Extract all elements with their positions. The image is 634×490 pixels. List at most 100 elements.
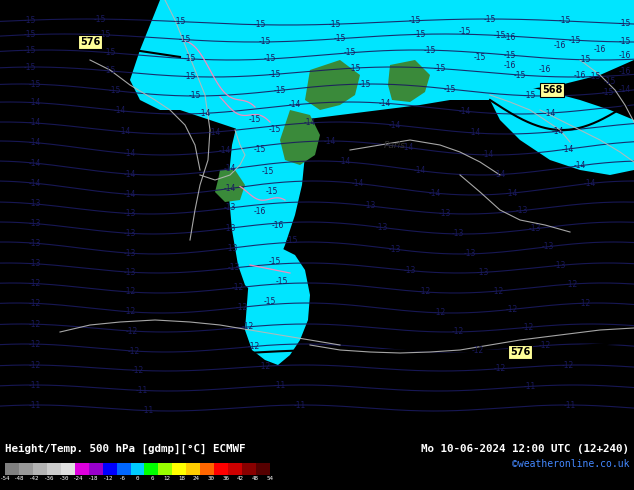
- Text: -12: -12: [232, 283, 244, 292]
- Text: -15: -15: [174, 17, 186, 26]
- Polygon shape: [280, 110, 320, 165]
- Text: -13: -13: [542, 242, 554, 251]
- Text: 576: 576: [80, 37, 100, 47]
- Text: -13: -13: [228, 264, 240, 272]
- Text: -15: -15: [494, 31, 506, 40]
- Text: 6: 6: [150, 476, 154, 481]
- Text: -12: -12: [132, 366, 144, 375]
- Text: -11: -11: [294, 400, 306, 410]
- Text: -14: -14: [224, 184, 236, 193]
- Text: -13: -13: [224, 223, 236, 233]
- Text: -13: -13: [376, 223, 388, 232]
- Text: -15: -15: [434, 64, 446, 73]
- Text: -13: -13: [224, 203, 236, 213]
- Text: -12: -12: [472, 346, 484, 355]
- Text: -15: -15: [269, 70, 281, 79]
- Text: 568: 568: [542, 85, 562, 95]
- Text: -15: -15: [589, 72, 601, 81]
- Text: -14: -14: [124, 190, 136, 199]
- Bar: [47, 463, 61, 475]
- Text: -42: -42: [29, 476, 40, 481]
- Text: -11: -11: [136, 386, 148, 395]
- Bar: [186, 463, 200, 475]
- Text: -13: -13: [516, 206, 528, 215]
- Text: -16: -16: [254, 207, 266, 217]
- Text: -15: -15: [424, 46, 436, 55]
- Text: -14: -14: [574, 161, 586, 170]
- Text: -30: -30: [58, 476, 69, 481]
- Text: -14: -14: [506, 189, 518, 197]
- Text: -15: -15: [579, 55, 591, 64]
- Bar: [5, 463, 19, 475]
- Bar: [256, 463, 270, 475]
- Text: -13: -13: [29, 239, 41, 248]
- Text: -15: -15: [254, 146, 266, 154]
- Bar: [33, 463, 47, 475]
- Text: -12: -12: [434, 308, 446, 318]
- Text: -14: -14: [209, 127, 221, 137]
- Text: -12: -12: [579, 299, 591, 308]
- Text: -13: -13: [477, 268, 489, 277]
- Text: -12: -12: [242, 322, 254, 331]
- Text: -14: -14: [584, 179, 596, 188]
- Text: -15: -15: [459, 27, 471, 36]
- Text: -15: -15: [184, 72, 196, 81]
- Text: -16: -16: [619, 68, 631, 76]
- Text: -13: -13: [124, 248, 136, 258]
- Text: 48: 48: [252, 476, 259, 481]
- Text: -16: -16: [554, 41, 566, 49]
- Text: -15: -15: [559, 17, 571, 25]
- Text: -15: -15: [286, 236, 298, 245]
- Bar: [242, 463, 256, 475]
- Text: -15: -15: [269, 125, 281, 134]
- Bar: [117, 463, 131, 475]
- Text: -12: -12: [29, 299, 41, 308]
- Text: -11: -11: [29, 381, 41, 390]
- Text: -14: -14: [482, 150, 494, 159]
- Text: -24: -24: [74, 476, 84, 481]
- Bar: [172, 463, 186, 475]
- Text: -13: -13: [364, 201, 376, 211]
- Text: -12: -12: [248, 342, 260, 351]
- Text: -12: -12: [124, 288, 136, 296]
- Text: -14: -14: [29, 179, 41, 188]
- Text: -6: -6: [119, 476, 126, 481]
- Text: -15: -15: [264, 297, 276, 307]
- Text: -13: -13: [29, 219, 41, 228]
- Text: -14: -14: [224, 165, 236, 173]
- Text: -15: -15: [619, 19, 631, 28]
- Text: -11: -11: [524, 382, 536, 391]
- Text: -15: -15: [29, 80, 41, 89]
- Text: -15: -15: [334, 34, 346, 43]
- Text: 36: 36: [223, 476, 230, 481]
- Text: -13: -13: [439, 209, 451, 218]
- Text: -15: -15: [104, 67, 116, 75]
- Text: -12: -12: [259, 362, 271, 370]
- Text: -15: -15: [569, 36, 581, 45]
- Text: -12: -12: [128, 346, 140, 356]
- Text: -11: -11: [29, 400, 41, 410]
- Text: -15: -15: [619, 37, 631, 47]
- Text: 54: 54: [266, 476, 273, 481]
- Bar: [145, 463, 158, 475]
- Text: -15: -15: [604, 77, 616, 87]
- Text: -15: -15: [359, 79, 371, 89]
- Text: -18: -18: [88, 476, 98, 481]
- Text: -15: -15: [524, 91, 536, 100]
- Text: -13: -13: [29, 199, 41, 208]
- Polygon shape: [228, 100, 305, 295]
- Text: Mo 10-06-2024 12:00 UTC (12+240): Mo 10-06-2024 12:00 UTC (12+240): [421, 444, 629, 454]
- Text: -14: -14: [339, 157, 351, 167]
- Text: -14: -14: [389, 121, 401, 129]
- Text: -15: -15: [262, 168, 274, 176]
- Text: -16: -16: [574, 71, 586, 79]
- Text: -12: -12: [452, 327, 464, 337]
- Text: -15: -15: [109, 86, 121, 95]
- Text: -14: -14: [378, 99, 391, 108]
- Text: 30: 30: [207, 476, 215, 481]
- Text: -11: -11: [274, 381, 286, 390]
- Text: 42: 42: [237, 476, 244, 481]
- Text: -15: -15: [266, 188, 278, 196]
- Text: -15: -15: [24, 63, 36, 72]
- Text: Height/Temp. 500 hPa [gdmp][°C] ECMWF: Height/Temp. 500 hPa [gdmp][°C] ECMWF: [5, 444, 245, 454]
